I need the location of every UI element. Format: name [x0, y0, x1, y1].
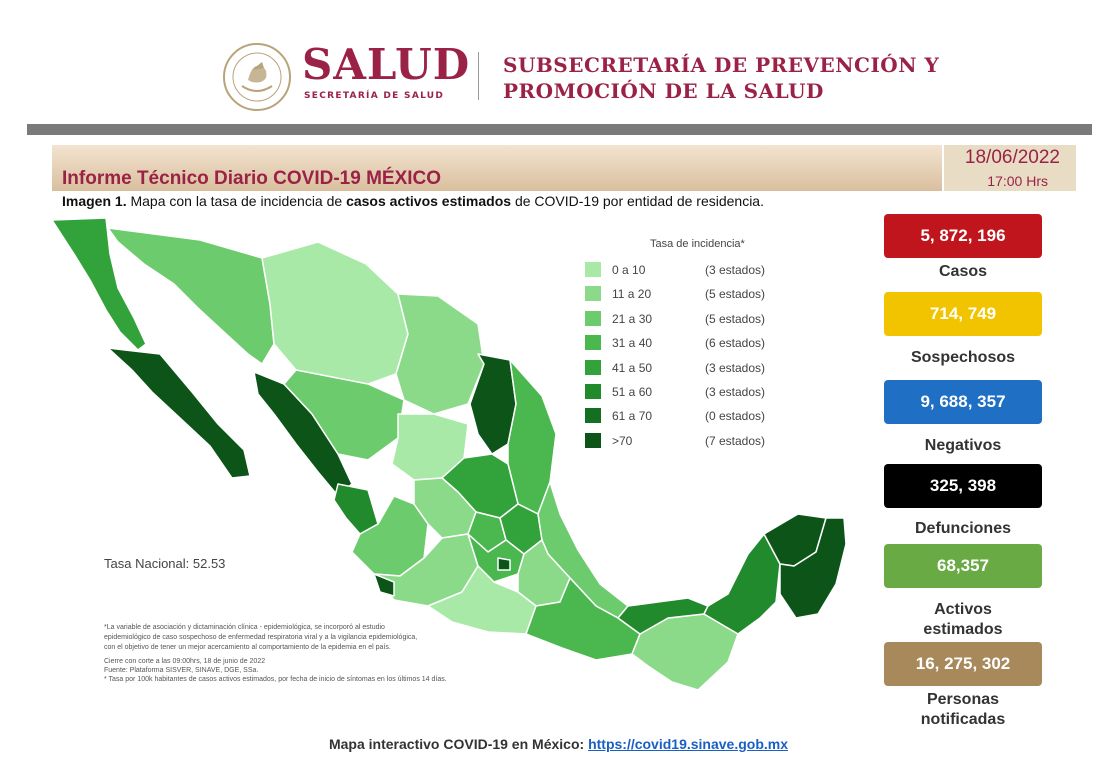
legend-range: 31 a 40 — [612, 336, 653, 351]
stat-activos-value: 68,357 — [884, 544, 1042, 588]
state-coahuila — [395, 293, 485, 415]
legend-count: (5 estados) — [705, 311, 766, 326]
state-baja-california-sur — [107, 347, 251, 479]
footnote-line: Fuente: Plataforma SISVER, SINAVE, DGE, … — [104, 667, 259, 674]
state-durango — [283, 369, 405, 461]
stat-notificadas-label-line1: Personas — [926, 691, 1000, 708]
subsecretaria-line1: SUBSECRETARÍA DE PREVENCIÓN Y — [503, 53, 940, 77]
legend-count: (6 estados) — [705, 336, 766, 351]
legend-range: 61 a 70 — [612, 409, 653, 424]
footer-text: Mapa interactivo COVID-19 en México: — [328, 736, 589, 752]
caption-end: de COVID-19 por entidad de residencia. — [511, 193, 764, 209]
legend-count: (3 estados) — [705, 360, 766, 375]
image-caption: Imagen 1. Mapa con la tasa de incidencia… — [62, 193, 764, 209]
header-divider — [478, 52, 479, 100]
legend-swatch — [585, 310, 601, 326]
stat-activos-label-line1: Activos — [934, 601, 992, 618]
stat-negativos-value: 9, 688, 357 — [884, 380, 1042, 424]
national-rate: Tasa Nacional: 52.53 — [104, 556, 226, 571]
brand-salud: SALUD — [302, 40, 471, 89]
state-baja-california — [51, 217, 147, 351]
interactive-map-link[interactable]: https://covid19.sinave.gob.mx — [588, 736, 788, 752]
legend-count: (7 estados) — [705, 433, 766, 448]
stat-casos-value: 5, 872, 196 — [884, 214, 1042, 258]
legend-swatch — [585, 408, 601, 424]
legend-range: 41 a 50 — [612, 360, 653, 375]
stat-sospechosos-value: 714, 749 — [884, 292, 1042, 336]
stat-sospechosos-label: Sospechosos — [910, 349, 1016, 366]
stat-defunciones-label: Defunciones — [914, 520, 1011, 537]
legend-range: 51 a 60 — [612, 385, 653, 399]
legend-swatch — [585, 286, 601, 302]
report-title: Informe Técnico Diario COVID-19 MÉXICO — [62, 168, 442, 189]
state-colima — [373, 573, 395, 597]
caption-label: Imagen 1. — [62, 193, 127, 209]
state-nayarit — [333, 483, 379, 535]
report-time: 17:00 Hrs — [987, 173, 1048, 189]
legend-title: Tasa de incidencia* — [650, 238, 745, 250]
footer: Mapa interactivo COVID-19 en México: htt… — [0, 736, 1117, 752]
legend-swatch — [585, 384, 601, 399]
state-quintana-roo — [779, 517, 847, 619]
brand-secretaria: SECRETARÍA DE SALUD — [304, 91, 445, 101]
state-guerrero — [427, 565, 537, 635]
subsecretaria-line2: PROMOCIÓN DE LA SALUD — [503, 79, 824, 103]
mexico-coat-of-arms-seal — [223, 43, 291, 111]
legend-swatch — [585, 432, 601, 448]
caption-emphasis: casos activos estimados — [346, 193, 512, 209]
footnote-line: *La variable de asociación y dictaminaci… — [104, 624, 385, 631]
state-cdmx — [497, 557, 511, 571]
stat-notificadas-value: 16, 275, 302 — [884, 642, 1042, 686]
legend-count: (3 estados) — [705, 263, 766, 277]
report-banner — [52, 145, 942, 191]
legend-count: (5 estados) — [705, 287, 766, 302]
legend-swatch — [585, 335, 601, 351]
caption-text: Mapa con la tasa de incidencia de — [126, 193, 347, 209]
legend-range: 0 a 10 — [612, 263, 646, 277]
footnote-line: Cierre con corte a las 09:00hrs, 18 de j… — [104, 658, 266, 665]
legend-range: 21 a 30 — [612, 311, 653, 326]
report-date: 18/06/2022 — [964, 147, 1060, 168]
state-jalisco — [351, 495, 429, 577]
stat-notificadas-label-line2: notificadas — [920, 711, 1006, 728]
legend-count: (3 estados) — [705, 385, 766, 399]
mexico-incidence-map — [51, 217, 847, 691]
stat-negativos-label: Negativos — [924, 437, 1002, 454]
legend-swatch — [585, 262, 601, 277]
footnote-line: epidemiológico de caso sospechoso de enf… — [104, 634, 418, 641]
header-rule — [27, 124, 1092, 135]
stat-casos-label: Casos — [938, 263, 988, 280]
footnote-line: con el objetivo de tener un mejor acerca… — [104, 644, 391, 651]
legend-swatch — [585, 359, 601, 375]
legend-count: (0 estados) — [705, 409, 766, 424]
state-campeche — [703, 533, 781, 635]
state-chihuahua — [261, 241, 409, 385]
report-date-box — [944, 145, 1076, 191]
stat-activos-label-line2: estimados — [923, 621, 1003, 638]
stat-defunciones-value: 325, 398 — [884, 464, 1042, 508]
footnote-line: * Tasa por 100k habitantes de casos acti… — [104, 676, 447, 683]
legend-range: 11 a 20 — [612, 287, 652, 302]
legend-range: >70 — [612, 433, 633, 448]
